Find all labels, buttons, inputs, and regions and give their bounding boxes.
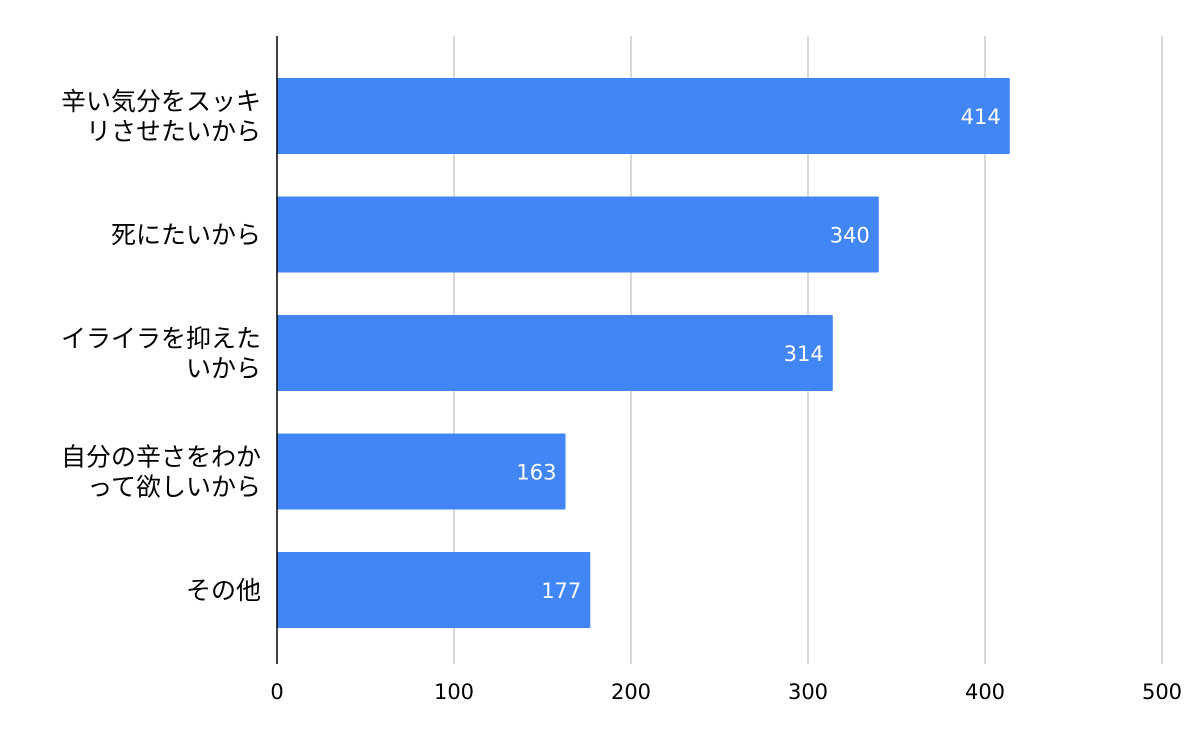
bar bbox=[277, 552, 591, 628]
bars bbox=[277, 78, 1010, 628]
x-tick-label: 200 bbox=[611, 680, 651, 704]
category-label: 自分の辛さをわか bbox=[61, 443, 261, 472]
value-labels: 414 340 314 163 177 bbox=[516, 105, 1000, 603]
category-label: 辛い気分をスッキ bbox=[61, 87, 261, 116]
category-label: いから bbox=[186, 354, 261, 383]
bar bbox=[277, 196, 879, 273]
bar bbox=[277, 78, 1010, 154]
category-label: 死にたいから bbox=[111, 221, 261, 250]
category-label: リさせたいから bbox=[86, 117, 261, 146]
category-label: イライラを抑えた bbox=[61, 324, 261, 353]
x-axis-ticks: 0 100 200 300 400 500 bbox=[270, 680, 1182, 704]
x-tick-label: 400 bbox=[965, 680, 1005, 704]
value-label: 340 bbox=[830, 224, 870, 248]
x-tick-label: 100 bbox=[434, 680, 474, 704]
value-label: 314 bbox=[784, 342, 824, 366]
value-label: 163 bbox=[516, 461, 556, 485]
bar bbox=[277, 315, 833, 391]
category-label: って欲しいから bbox=[87, 473, 261, 502]
category-labels: 辛い気分をスッキリさせたいから死にたいからイライラを抑えたいから自分の辛さをわか… bbox=[61, 87, 261, 605]
category-label: その他 bbox=[186, 576, 261, 605]
x-tick-label: 0 bbox=[270, 680, 283, 704]
value-label: 177 bbox=[541, 579, 581, 603]
x-tick-label: 300 bbox=[788, 680, 828, 704]
bar bbox=[277, 433, 566, 510]
value-label: 414 bbox=[961, 105, 1001, 129]
x-tick-label: 500 bbox=[1142, 680, 1182, 704]
